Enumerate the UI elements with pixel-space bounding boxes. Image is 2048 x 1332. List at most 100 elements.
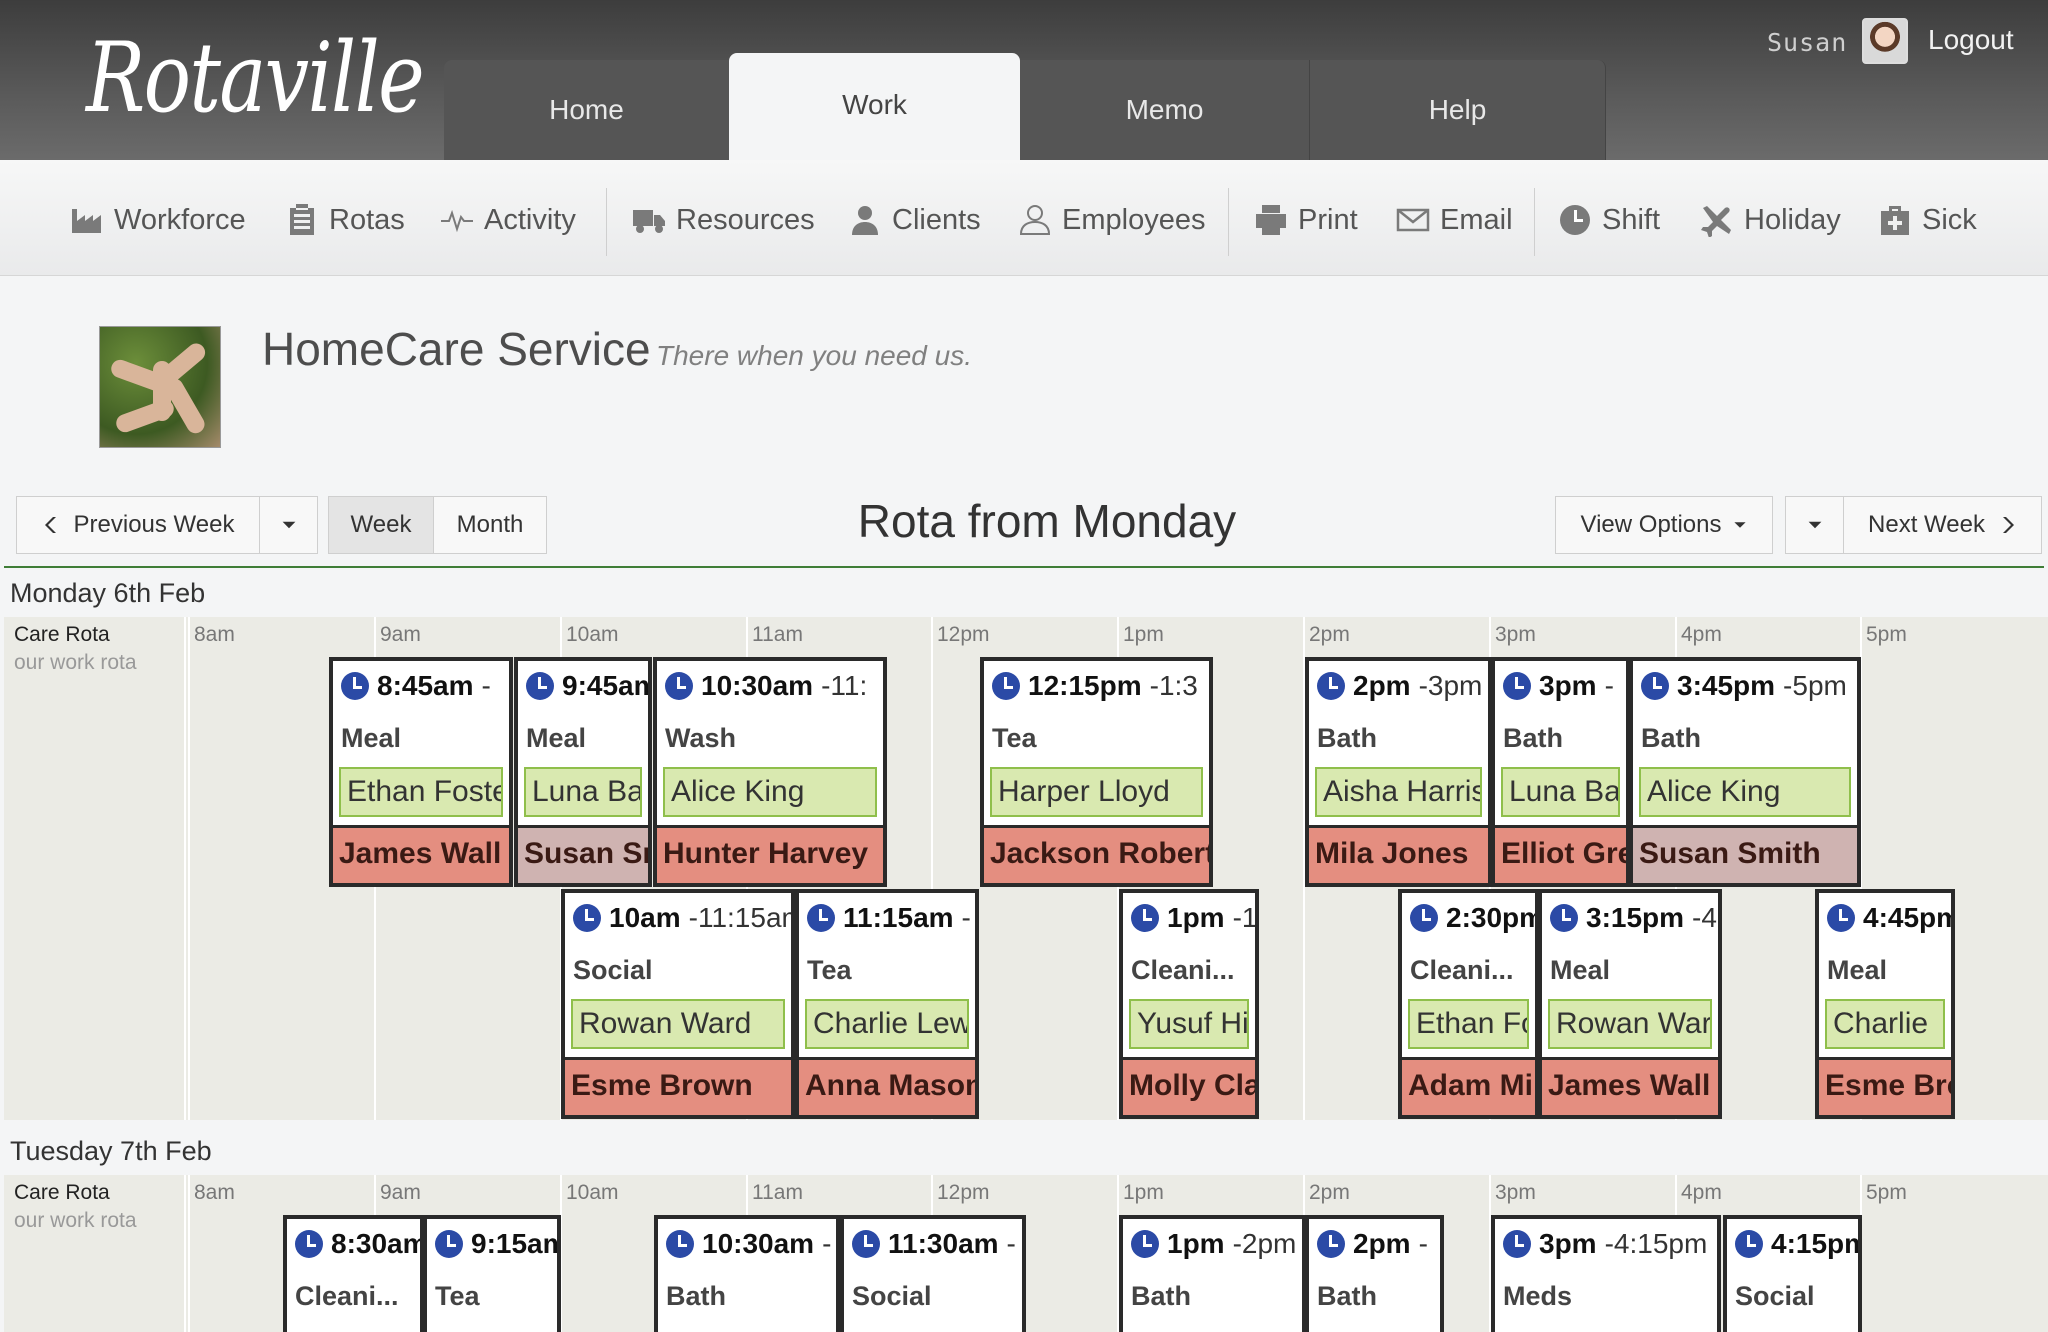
shift-time: 2:30pm — [1410, 901, 1535, 935]
client-name[interactable]: Harper Lloyd — [990, 767, 1203, 817]
view-options-button[interactable]: View Options — [1555, 496, 1773, 554]
client-name[interactable]: Rowan Ward — [571, 999, 785, 1049]
shift-card[interactable]: 9:45am Meal Luna Baker Susan Smith — [514, 657, 652, 887]
shift-card[interactable]: 3pm- Bath Luna Baker Elliot Green — [1491, 657, 1630, 887]
client-name[interactable]: Charlie Lewis — [805, 999, 969, 1049]
clock-icon — [1827, 904, 1855, 932]
shift-card[interactable]: 4:15pm Social — [1723, 1215, 1862, 1332]
activity-button[interactable]: Activity — [440, 200, 576, 240]
hour-gridline — [1117, 1175, 1119, 1332]
tab-home[interactable]: Home — [444, 60, 730, 160]
shift-card[interactable]: 2pm -3pm Bath Aisha Harris Mila Jones — [1305, 657, 1492, 887]
shift-start: 8:45am — [377, 670, 474, 701]
shift-start: 3pm — [1539, 670, 1597, 701]
hour-label: 1pm — [1123, 623, 1164, 646]
shift-end: - — [1604, 670, 1614, 701]
employee-name[interactable]: Hunter Harvey — [657, 825, 883, 883]
employee-name[interactable]: James Wall — [333, 825, 509, 883]
rotas-button[interactable]: Rotas — [285, 200, 405, 240]
week-view-button[interactable]: Week — [328, 496, 434, 554]
tab-work[interactable]: Work — [729, 53, 1020, 160]
workforce-button[interactable]: Workforce — [70, 200, 246, 240]
previous-week-button[interactable]: Previous Week — [16, 496, 260, 554]
clock-icon — [526, 672, 554, 700]
holiday-button[interactable]: Holiday — [1700, 200, 1841, 240]
client-name[interactable]: Yusuf Hill — [1129, 999, 1249, 1049]
employee-name[interactable]: Esme Brown — [565, 1057, 791, 1115]
next-week-dropdown[interactable] — [1785, 496, 1844, 554]
client-name[interactable]: Ethan Foster — [339, 767, 503, 817]
rota-name[interactable]: Care Rota — [14, 623, 110, 646]
chevron-left-icon — [44, 517, 56, 533]
tab-memo[interactable]: Memo — [1020, 60, 1310, 160]
shift-card[interactable]: 3:45pm -5pm Bath Alice King Susan Smith — [1629, 657, 1861, 887]
divider — [4, 566, 2044, 568]
avatar[interactable] — [1862, 18, 1908, 64]
employee-name[interactable]: Susan Smith — [518, 825, 648, 883]
shift-button[interactable]: Shift — [1558, 200, 1660, 240]
clients-button[interactable]: Clients — [848, 200, 981, 240]
clock-icon — [1410, 904, 1438, 932]
email-button[interactable]: Email — [1396, 200, 1513, 240]
shift-card[interactable]: 2:30pm Cleani... Ethan Foster Adam Mills — [1398, 889, 1539, 1119]
shift-card[interactable]: 10am -11:15am Social Rowan Ward Esme Brown — [561, 889, 795, 1119]
shift-task: Bath — [1641, 723, 1701, 753]
shift-card[interactable]: 11:30am - Social — [840, 1215, 1026, 1332]
shift-start: 12:15pm — [1028, 670, 1142, 701]
shift-task: Cleani... — [1410, 955, 1514, 985]
client-name[interactable]: Alice King — [663, 767, 877, 817]
clock-icon — [1503, 1230, 1531, 1258]
day-label: Tuesday 7th Feb — [10, 1136, 212, 1166]
employee-name[interactable]: Anna Mason — [799, 1057, 975, 1115]
employees-button[interactable]: Employees — [1018, 200, 1205, 240]
shift-card[interactable]: 2pm - Bath — [1305, 1215, 1444, 1332]
client-name[interactable]: Alice King — [1639, 767, 1851, 817]
shift-card[interactable]: 3:15pm -4 Meal Rowan Ward James Wall — [1538, 889, 1722, 1119]
shift-card[interactable]: 10:30am - Bath — [654, 1215, 840, 1332]
shift-card[interactable]: 12:15pm -1:3 Tea Harper Lloyd Jackson Robert… — [980, 657, 1213, 887]
shift-card[interactable]: 8:45am - Meal Ethan Foster James Wall — [329, 657, 513, 887]
employee-name[interactable]: Esme Brown — [1819, 1057, 1951, 1115]
shift-task: Bath — [1317, 723, 1377, 753]
tab-help[interactable]: Help — [1310, 60, 1606, 160]
employee-name[interactable]: Molly Clark — [1123, 1057, 1255, 1115]
shift-task: Social — [573, 955, 653, 985]
sick-button[interactable]: Sick — [1878, 200, 1977, 240]
shift-card[interactable]: 10:30am -11: Wash Alice King Hunter Harvey — [653, 657, 887, 887]
rota-name[interactable]: Care Rota — [14, 1181, 110, 1204]
employee-name[interactable]: Adam Mills — [1402, 1057, 1535, 1115]
app-logo[interactable]: Rotaville — [86, 22, 425, 134]
shift-card[interactable]: 1pm-1 Cleani... Yusuf Hill Molly Clark — [1119, 889, 1259, 1119]
employee-name[interactable]: Jackson Roberts — [984, 825, 1209, 883]
shift-card[interactable]: 8:30am Cleani... — [283, 1215, 424, 1332]
shift-start: 3:45pm — [1677, 670, 1776, 701]
previous-week-dropdown[interactable] — [259, 496, 318, 554]
employee-name[interactable]: Elliot Green — [1495, 825, 1626, 883]
shift-card[interactable]: 11:15am- Tea Charlie Lewis Anna Mason — [795, 889, 979, 1119]
shift-card[interactable]: 1pm -2pm Bath — [1119, 1215, 1306, 1332]
shift-card[interactable]: 3pm -4:15pm Meds — [1491, 1215, 1721, 1332]
resources-button[interactable]: Resources — [632, 200, 815, 240]
shift-card[interactable]: 9:15am Tea — [423, 1215, 561, 1332]
client-name[interactable]: Ethan Foster — [1408, 999, 1529, 1049]
shift-card[interactable]: 4:45pm Meal Charlie Esme Brown — [1815, 889, 1955, 1119]
organisation-tagline: There when you need us. — [656, 340, 972, 371]
next-week-button[interactable]: Next Week — [1843, 496, 2042, 554]
shift-time: 12:15pm -1:3 — [992, 669, 1198, 703]
month-view-button[interactable]: Month — [433, 496, 547, 554]
hour-gridline — [560, 1175, 562, 1332]
chevron-right-icon — [2002, 517, 2014, 533]
employee-name[interactable]: James Wall — [1542, 1057, 1718, 1115]
employee-name[interactable]: Mila Jones — [1309, 825, 1488, 883]
employee-name[interactable]: Susan Smith — [1633, 825, 1857, 883]
client-name[interactable]: Luna Baker — [1501, 767, 1620, 817]
shift-time: 10am -11:15am — [573, 901, 791, 935]
client-name[interactable]: Aisha Harris — [1315, 767, 1482, 817]
client-name[interactable]: Luna Baker — [524, 767, 642, 817]
logout-link[interactable]: Logout — [1928, 24, 2014, 55]
hour-label: 9am — [380, 1181, 421, 1204]
client-name[interactable]: Charlie — [1825, 999, 1945, 1049]
client-name[interactable]: Rowan Ward — [1548, 999, 1712, 1049]
print-button[interactable]: Print — [1254, 200, 1358, 240]
shift-start: 4:15pm — [1771, 1228, 1862, 1259]
